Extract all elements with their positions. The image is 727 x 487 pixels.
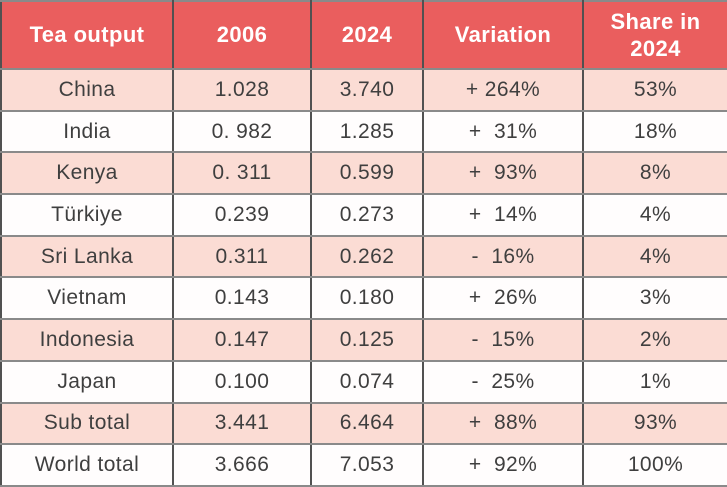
- country-cell: Sri Lanka: [0, 234, 174, 279]
- output-2024-cell: 3.740: [310, 68, 424, 112]
- variation-cell: + 88%: [422, 401, 584, 446]
- variation-cell: + 264%: [422, 68, 584, 112]
- country-cell: Kenya: [0, 151, 174, 196]
- table-row: India 0. 982 1.285 + 31% 18%: [0, 109, 727, 154]
- share-cell: 2%: [582, 318, 727, 362]
- variation-cell: + 92%: [422, 443, 584, 487]
- output-2024-cell: 0.180: [310, 276, 424, 321]
- output-2024-cell: 0.074: [310, 359, 424, 404]
- header-variation: Variation: [422, 0, 584, 70]
- output-2006-cell: 0. 982: [172, 109, 312, 154]
- variation-cell: + 14%: [422, 193, 584, 237]
- variation-cell: - 25%: [422, 359, 584, 404]
- output-2024-cell: 7.053: [310, 443, 424, 487]
- share-cell: 3%: [582, 276, 727, 321]
- share-cell: 18%: [582, 109, 727, 154]
- output-2006-cell: 3.666: [172, 443, 312, 487]
- variation-cell: - 16%: [422, 234, 584, 279]
- header-tea-output: Tea output: [0, 0, 174, 70]
- output-2006-cell: 3.441: [172, 401, 312, 446]
- output-2024-cell: 0.599: [310, 151, 424, 196]
- share-cell: 53%: [582, 68, 727, 112]
- country-cell: India: [0, 109, 174, 154]
- output-2006-cell: 1.028: [172, 68, 312, 112]
- output-2006-cell: 0.100: [172, 359, 312, 404]
- table-row: Vietnam 0.143 0.180 + 26% 3%: [0, 276, 727, 321]
- share-cell: 8%: [582, 151, 727, 196]
- country-cell: Vietnam: [0, 276, 174, 321]
- output-2024-cell: 0.273: [310, 193, 424, 237]
- output-2024-cell: 1.285: [310, 109, 424, 154]
- output-2006-cell: 0. 311: [172, 151, 312, 196]
- country-cell: Japan: [0, 359, 174, 404]
- table-row: China 1.028 3.740 + 264% 53%: [0, 68, 727, 112]
- output-2024-cell: 0.125: [310, 318, 424, 362]
- header-2024: 2024: [310, 0, 424, 70]
- share-cell: 93%: [582, 401, 727, 446]
- table-row: Türkiye 0.239 0.273 + 14% 4%: [0, 193, 727, 237]
- country-cell: Indonesia: [0, 318, 174, 362]
- table-body: China 1.028 3.740 + 264% 53% India 0. 98…: [0, 68, 727, 487]
- output-2006-cell: 0.143: [172, 276, 312, 321]
- output-2006-cell: 0.311: [172, 234, 312, 279]
- country-cell: Türkiye: [0, 193, 174, 237]
- output-2024-cell: 0.262: [310, 234, 424, 279]
- table-row: Japan 0.100 0.074 - 25% 1%: [0, 359, 727, 404]
- country-cell: Sub total: [0, 401, 174, 446]
- country-cell: World total: [0, 443, 174, 487]
- variation-cell: + 26%: [422, 276, 584, 321]
- output-2024-cell: 6.464: [310, 401, 424, 446]
- output-2006-cell: 0.147: [172, 318, 312, 362]
- table-row: Indonesia 0.147 0.125 - 15% 2%: [0, 318, 727, 362]
- table-row: World total 3.666 7.053 + 92% 100%: [0, 443, 727, 487]
- variation-cell: - 15%: [422, 318, 584, 362]
- share-cell: 1%: [582, 359, 727, 404]
- share-cell: 100%: [582, 443, 727, 487]
- share-cell: 4%: [582, 193, 727, 237]
- variation-cell: + 93%: [422, 151, 584, 196]
- country-cell: China: [0, 68, 174, 112]
- table-row: Sub total 3.441 6.464 + 88% 93%: [0, 401, 727, 446]
- table-row: Sri Lanka 0.311 0.262 - 16% 4%: [0, 234, 727, 279]
- header-row: Tea output 2006 2024 Variation Share in …: [0, 0, 727, 70]
- table-row: Kenya 0. 311 0.599 + 93% 8%: [0, 151, 727, 196]
- share-cell: 4%: [582, 234, 727, 279]
- variation-cell: + 31%: [422, 109, 584, 154]
- output-2006-cell: 0.239: [172, 193, 312, 237]
- header-2006: 2006: [172, 0, 312, 70]
- header-share-in-2024: Share in 2024: [582, 0, 727, 70]
